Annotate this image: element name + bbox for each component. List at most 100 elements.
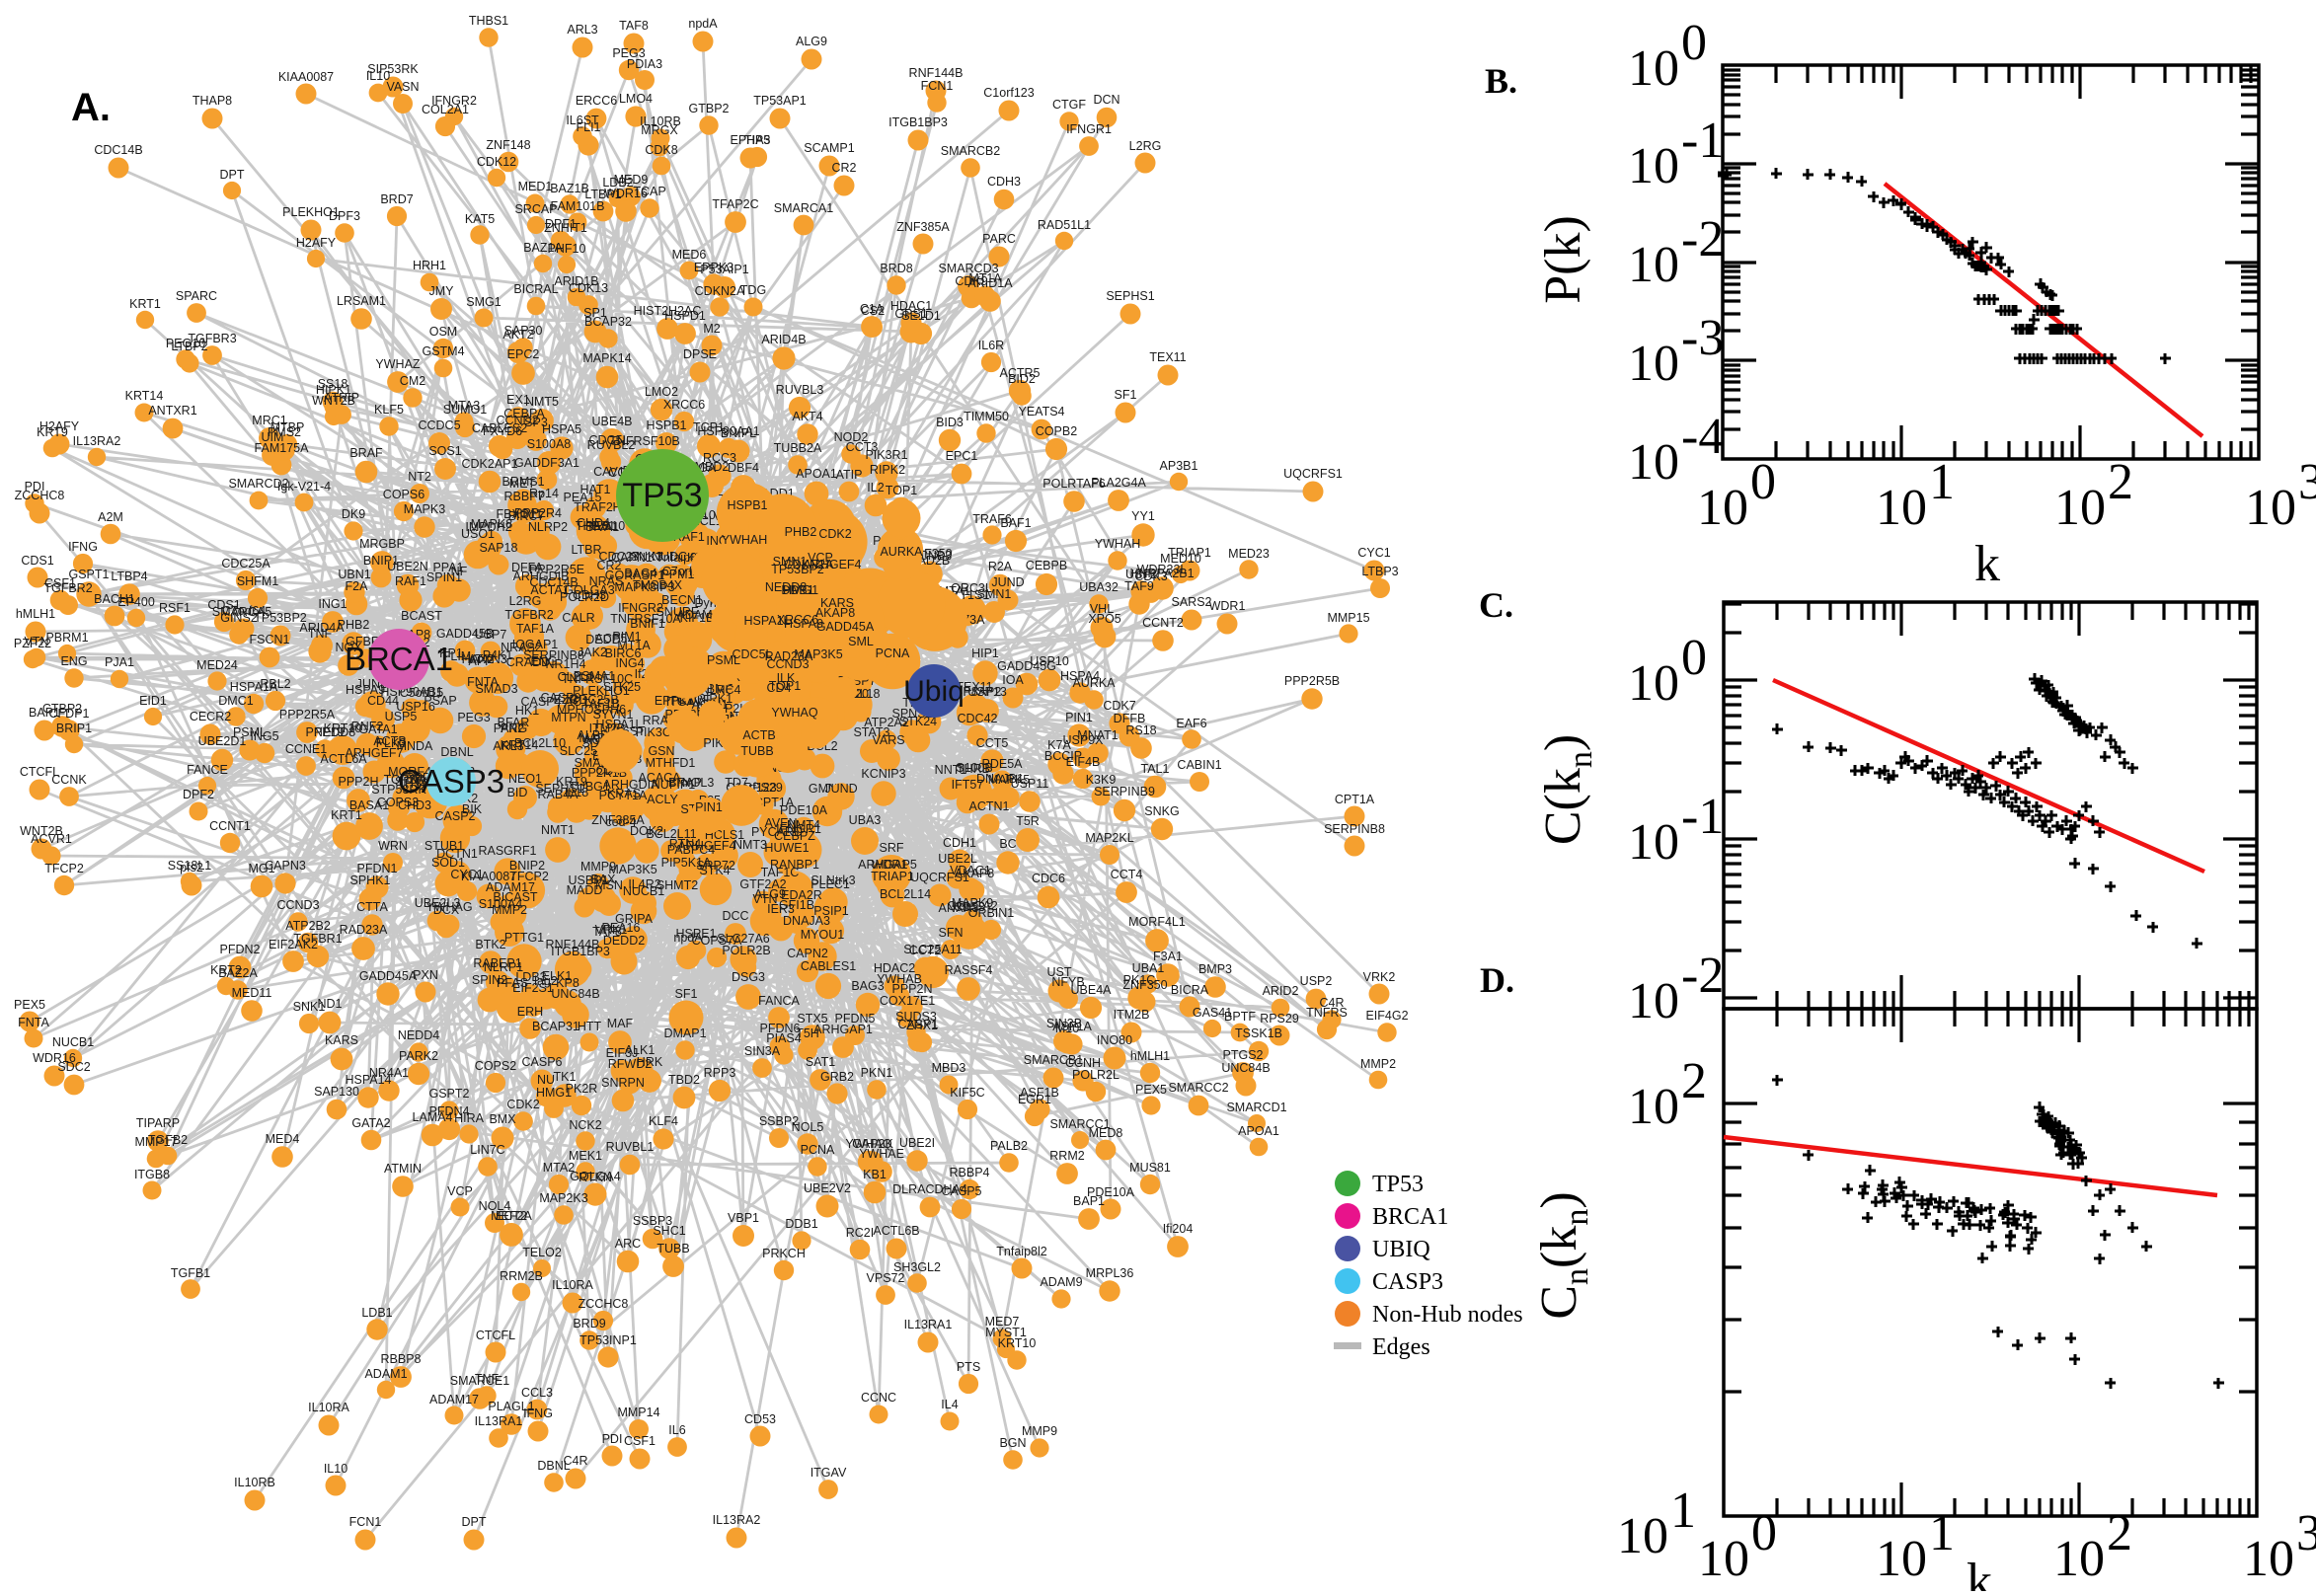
svg-text:D.: D. (1480, 960, 1514, 1000)
svg-text:WDR1: WDR1 (1209, 599, 1246, 613)
svg-text:CDC14B: CDC14B (529, 575, 578, 589)
svg-text:BAF1: BAF1 (1000, 516, 1031, 530)
svg-text:CASP6: CASP6 (522, 1055, 563, 1069)
svg-text:PDE5A: PDE5A (982, 757, 1024, 771)
svg-text:IL10: IL10 (324, 1462, 347, 1476)
svg-text:GADD45G: GADD45G (997, 659, 1056, 673)
svg-text:CCND2: CCND2 (496, 414, 538, 427)
svg-text:PEG10: PEG10 (585, 519, 625, 533)
svg-text:A.: A. (71, 86, 111, 129)
svg-text:UST: UST (1047, 965, 1072, 979)
svg-text:EIF3J: EIF3J (606, 1046, 639, 1060)
svg-text:CL2L1: CL2L1 (558, 670, 594, 684)
svg-text:HSPA9: HSPA9 (346, 683, 385, 697)
svg-text:KIAA0087: KIAA0087 (278, 70, 334, 84)
svg-text:MEK1: MEK1 (569, 1149, 602, 1163)
svg-text:M2: M2 (703, 322, 720, 336)
svg-text:ATXN3: ATXN3 (468, 652, 506, 666)
svg-text:YWHAH: YWHAH (1095, 537, 1141, 551)
svg-text:MTA2: MTA2 (543, 1161, 575, 1175)
svg-text:CCNC: CCNC (861, 1391, 896, 1405)
svg-text:GADD45A: GADD45A (816, 620, 875, 634)
svg-text:TP53AP1: TP53AP1 (753, 94, 807, 108)
svg-text:AURKA: AURKA (880, 545, 923, 559)
svg-text:ARID4A: ARID4A (299, 621, 345, 635)
svg-text:RBBP7: RBBP7 (504, 490, 545, 503)
svg-text:PK2R: PK2R (566, 1082, 598, 1096)
svg-text:TP53BP2: TP53BP2 (771, 563, 824, 576)
svg-text:BACH1: BACH1 (94, 592, 135, 606)
svg-text:CDC14B: CDC14B (94, 143, 142, 157)
svg-text:SEPHS1: SEPHS1 (535, 782, 583, 796)
svg-text:DPT: DPT (220, 168, 245, 182)
svg-text:0: 0 (1681, 15, 1707, 71)
svg-text:MAF: MAF (607, 1017, 634, 1030)
svg-text:SAP18: SAP18 (480, 541, 518, 555)
svg-text:PPP19: PPP19 (306, 725, 345, 739)
svg-text:ARHGDIA: ARHGDIA (603, 778, 660, 792)
svg-text:EIF2AK2: EIF2AK2 (269, 938, 318, 951)
svg-text:STUB1: STUB1 (425, 839, 464, 853)
svg-text:HAT1: HAT1 (579, 483, 610, 496)
svg-text:FAM175A: FAM175A (255, 441, 310, 455)
svg-text:CD53: CD53 (744, 1412, 776, 1426)
svg-text:TP53: TP53 (622, 477, 702, 514)
svg-text:-3: -3 (1681, 310, 1724, 366)
svg-text:SML: SML (848, 635, 874, 648)
svg-text:ARL3: ARL3 (493, 739, 523, 753)
svg-text:FCN1: FCN1 (349, 1515, 382, 1529)
svg-text:YWHAB: YWHAB (877, 972, 922, 986)
svg-text:MBD3: MBD3 (932, 1061, 966, 1075)
svg-text:HDAC2: HDAC2 (874, 961, 915, 975)
svg-text:IL10RA: IL10RA (308, 1401, 349, 1414)
svg-text:MYST1: MYST1 (985, 1326, 1027, 1339)
svg-text:10: 10 (1628, 40, 1679, 97)
svg-text:SMN1: SMN1 (977, 587, 1012, 601)
svg-text:RNF144B: RNF144B (546, 938, 600, 951)
svg-text:HDAC1: HDAC1 (890, 299, 932, 313)
svg-text:PIAS4: PIAS4 (766, 1031, 801, 1045)
svg-text:VCP: VCP (447, 1184, 473, 1198)
svg-text:DPSE: DPSE (683, 347, 717, 361)
svg-text:GSPT2: GSPT2 (429, 1087, 470, 1101)
svg-text:ACACA: ACACA (638, 771, 681, 785)
svg-text:IL10RB: IL10RB (640, 114, 681, 128)
svg-text:S100B: S100B (956, 761, 993, 775)
svg-text:BRIP1: BRIP1 (56, 722, 92, 735)
svg-text:NEDD8: NEDD8 (765, 580, 807, 594)
svg-text:ND1: ND1 (317, 997, 342, 1011)
svg-text:ADAM9: ADAM9 (1040, 1275, 1082, 1289)
svg-text:SMARCA1: SMARCA1 (774, 201, 833, 215)
svg-text:BNIP2: BNIP2 (509, 859, 545, 873)
svg-text:TNFRSF10B: TNFRSF10B (609, 434, 680, 448)
svg-text:ACP5: ACP5 (595, 632, 628, 646)
svg-text:SOS1: SOS1 (428, 444, 461, 458)
svg-text:PDI: PDI (25, 480, 45, 494)
svg-text:ANTXR1: ANTXR1 (148, 404, 196, 418)
svg-text:TRAF6: TRAF6 (972, 512, 1012, 526)
svg-text:P(k): P(k) (1535, 215, 1591, 304)
svg-text:JMY: JMY (429, 284, 455, 298)
svg-text:CAV1: CAV1 (593, 465, 625, 479)
svg-text:ARID2: ARID2 (1263, 984, 1299, 998)
svg-text:ZNF385A: ZNF385A (591, 813, 645, 827)
svg-text:NLRC4: NLRC4 (701, 683, 741, 697)
svg-text:BICAST: BICAST (493, 890, 538, 904)
svg-text:PFDN6: PFDN6 (760, 1022, 801, 1035)
svg-text:10: 10 (1628, 237, 1679, 293)
svg-text:HAX2: HAX2 (462, 652, 495, 666)
svg-text:XRCC6: XRCC6 (777, 613, 818, 627)
svg-text:NLRP2: NLRP2 (528, 520, 568, 534)
svg-text:GAP2K: GAP2K (852, 1137, 893, 1151)
svg-text:MAPK5: MAPK5 (988, 773, 1030, 787)
svg-text:UBE4A: UBE4A (1071, 983, 1113, 997)
svg-text:PSML: PSML (707, 653, 740, 667)
svg-text:pfs2: pfs2 (180, 861, 203, 874)
svg-text:MMP17: MMP17 (134, 1135, 177, 1149)
svg-text:EPC2: EPC2 (507, 347, 540, 361)
svg-text:SAP130: SAP130 (314, 1085, 359, 1099)
svg-text:TGFBR2: TGFBR2 (43, 581, 92, 595)
svg-text:BGN: BGN (999, 1436, 1026, 1450)
svg-text:ECT2: ECT2 (496, 1209, 527, 1223)
svg-text:MNDA: MNDA (397, 739, 433, 753)
